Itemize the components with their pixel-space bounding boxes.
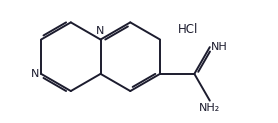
Text: NH₂: NH₂ [199, 103, 220, 113]
Text: NH: NH [211, 42, 228, 52]
Text: HCl: HCl [178, 23, 198, 36]
Text: N: N [96, 26, 105, 36]
Text: N: N [31, 69, 40, 79]
